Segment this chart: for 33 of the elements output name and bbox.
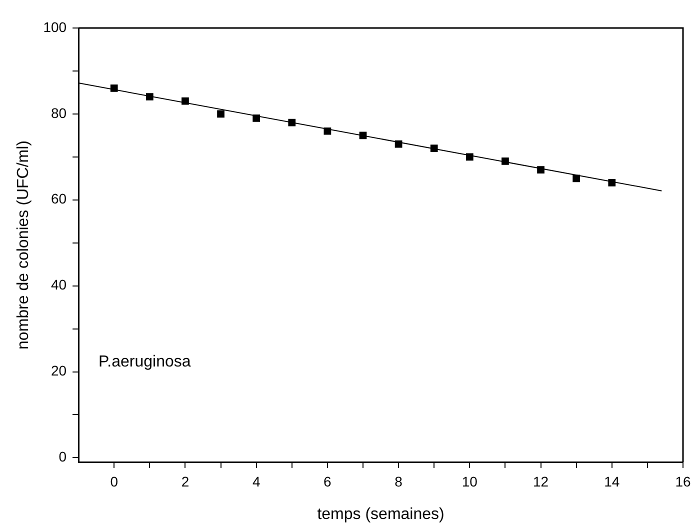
point [466,153,474,161]
point [394,140,402,148]
point [252,114,260,122]
point [608,179,616,186]
y-axis-title: nombre de colonies (UFC/ml) [15,140,32,350]
x-tick-label: 0 [110,473,118,490]
y-tick-label: 20 [50,362,67,379]
point [288,118,296,126]
point [502,158,509,165]
point [110,84,118,92]
point [537,166,544,174]
x-tick-label: 10 [462,473,478,490]
x-tick-label: 16 [675,473,691,490]
point [182,97,189,105]
point [146,93,154,100]
point [217,110,224,118]
point [430,144,438,152]
y-tick-label: 100 [43,18,67,35]
x-tick-label: 6 [324,473,332,490]
x-tick-label: 14 [604,473,620,490]
x-tick-label: 12 [532,473,549,490]
y-tick-label: 0 [58,448,67,465]
x-tick-label: 8 [394,473,403,490]
y-tick-label: 80 [50,104,67,121]
point [572,174,580,182]
y-tick-label: 40 [50,276,67,293]
annotation: P.aeruginosa [98,354,191,371]
x-tick-label: 2 [181,473,190,490]
x-tick-label: 4 [252,473,260,490]
point [359,132,367,140]
point [324,127,332,135]
y-tick-label: 60 [50,190,67,207]
x-axis-title: temps (semaines) [317,506,444,523]
